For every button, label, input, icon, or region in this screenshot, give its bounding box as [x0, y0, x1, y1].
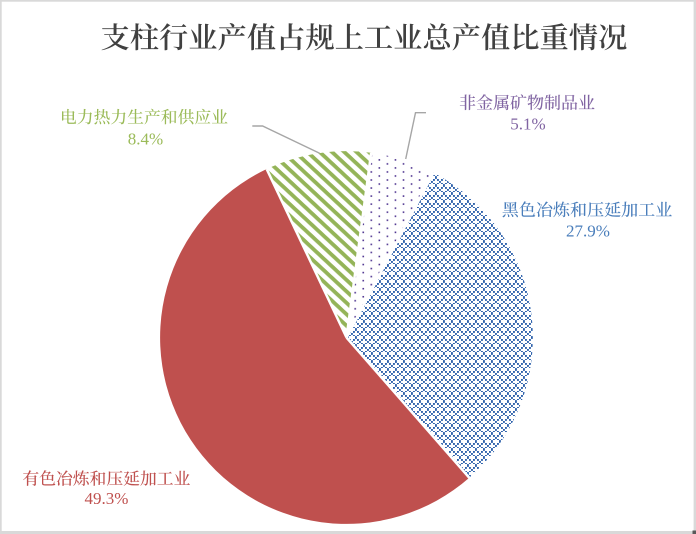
- svg-text:5.1%: 5.1%: [510, 115, 545, 134]
- svg-text:27.9%: 27.9%: [566, 222, 610, 241]
- svg-text:49.3%: 49.3%: [85, 489, 129, 508]
- svg-text:8.4%: 8.4%: [128, 130, 163, 149]
